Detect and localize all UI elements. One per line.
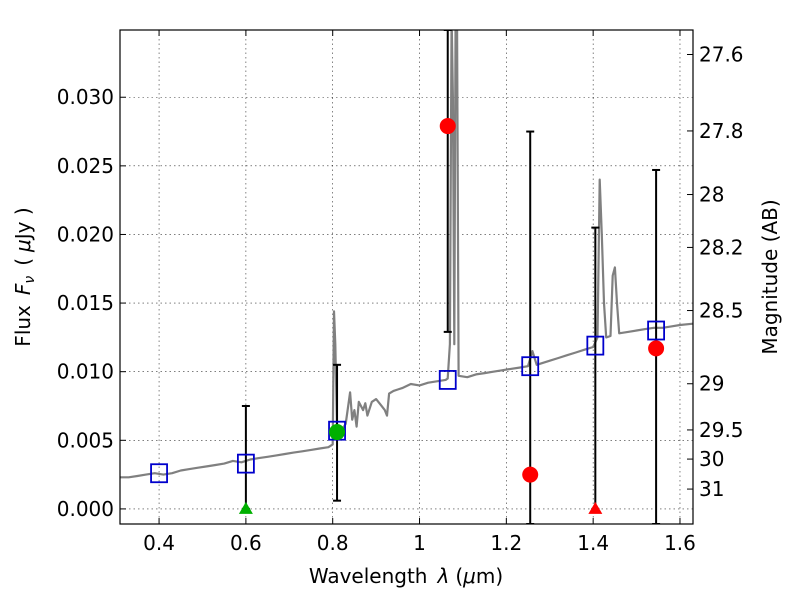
y-axis-label: Flux Fν ( μJy ) <box>11 207 38 346</box>
model-points-layer <box>150 320 666 484</box>
y-tick-label: 0.020 <box>57 222 114 246</box>
y-axis-label-unit-open: ( <box>11 258 35 266</box>
y-axis-ticks: 0.000 0.005 0.010 0.015 0.020 0.025 0.030 <box>57 85 126 521</box>
y-axis-label-text: Flux <box>11 305 35 347</box>
model-point-marker <box>521 356 540 377</box>
sed-template-layer <box>120 30 693 479</box>
y-axis-label-symbol-sub: ν <box>22 276 38 284</box>
x-axis-label-unit-mu: μ <box>462 564 476 588</box>
y-tick-label: 0.025 <box>57 154 114 178</box>
observed-point-marker <box>439 118 456 135</box>
x-axis-ticks: 0.4 0.6 0.8 1 1.2 1.4 1.6 <box>143 30 696 555</box>
y2-tick-label: 28.5 <box>699 299 744 323</box>
x-axis-label-unit-rest: m) <box>476 564 503 588</box>
y-axis-label-unit-mu: μ <box>11 239 35 253</box>
x-tick-label: 1.4 <box>577 531 609 555</box>
upper-limit-marker <box>238 501 253 514</box>
sed-template-line <box>120 30 693 479</box>
y2-tick-label: 29.5 <box>699 418 744 442</box>
x-tick-label: 0.8 <box>317 531 349 555</box>
y2-tick-label: 27.8 <box>699 119 744 143</box>
model-point-marker <box>586 335 605 356</box>
observed-points-layer <box>238 118 665 514</box>
y-tick-label: 0.005 <box>57 428 114 452</box>
y2-tick-label: 28.2 <box>699 235 744 259</box>
x-tick-label: 0.4 <box>143 531 175 555</box>
y2-tick-label: 27.6 <box>699 42 744 66</box>
observed-point-marker <box>329 424 346 441</box>
upper-limit-marker <box>588 501 603 514</box>
x-tick-label: 1 <box>413 531 426 555</box>
model-point-marker <box>150 463 168 484</box>
y-tick-label: 0.015 <box>57 291 114 315</box>
y2-tick-label: 31 <box>699 477 724 501</box>
y2-axis-label: Magnitude (AB) <box>758 199 782 354</box>
model-point-marker <box>438 370 457 390</box>
x-axis-label-symbol: λ <box>436 564 449 588</box>
model-point-marker <box>647 320 666 341</box>
x-axis-label: Wavelength λ (μm) <box>309 564 503 588</box>
y-tick-label: 0.010 <box>57 360 114 384</box>
x-tick-label: 1.6 <box>664 531 696 555</box>
plot-frame <box>119 29 694 525</box>
y2-tick-label: 28 <box>699 183 724 207</box>
x-axis-label-text: Wavelength <box>309 564 428 588</box>
y2-axis-ticks: 27.6 27.8 28 28.2 28.5 29 29.5 30 31 <box>687 42 744 501</box>
y-axis-label-symbol: F <box>11 283 35 295</box>
grid-lines <box>120 30 693 524</box>
model-point-marker <box>236 453 255 474</box>
y-axis-label-unit-rest: Jy ) <box>11 207 35 241</box>
y2-tick-label: 30 <box>699 447 724 471</box>
y-tick-label: 0.000 <box>57 497 114 521</box>
y-tick-label: 0.030 <box>57 85 114 109</box>
x-tick-label: 1.2 <box>490 531 522 555</box>
x-axis-label-unit-open: ( <box>455 564 463 588</box>
y2-tick-label: 29 <box>699 372 724 396</box>
observed-point-marker <box>648 340 665 357</box>
x-tick-label: 0.6 <box>230 531 262 555</box>
observed-point-marker <box>522 466 539 483</box>
